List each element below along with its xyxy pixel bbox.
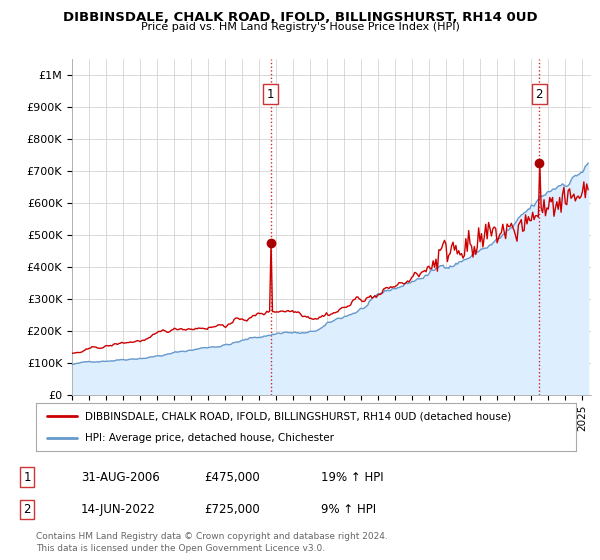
Text: 1: 1 — [23, 470, 31, 484]
Text: 14-JUN-2022: 14-JUN-2022 — [81, 503, 156, 516]
Text: 19% ↑ HPI: 19% ↑ HPI — [321, 470, 383, 484]
Text: DIBBINSDALE, CHALK ROAD, IFOLD, BILLINGSHURST, RH14 0UD (detached house): DIBBINSDALE, CHALK ROAD, IFOLD, BILLINGS… — [85, 411, 511, 421]
Text: 1: 1 — [267, 87, 274, 101]
Text: DIBBINSDALE, CHALK ROAD, IFOLD, BILLINGSHURST, RH14 0UD: DIBBINSDALE, CHALK ROAD, IFOLD, BILLINGS… — [62, 11, 538, 24]
Text: 2: 2 — [23, 503, 31, 516]
Text: £725,000: £725,000 — [204, 503, 260, 516]
Text: HPI: Average price, detached house, Chichester: HPI: Average price, detached house, Chic… — [85, 433, 334, 443]
Text: Contains HM Land Registry data © Crown copyright and database right 2024.
This d: Contains HM Land Registry data © Crown c… — [36, 533, 388, 553]
Text: 9% ↑ HPI: 9% ↑ HPI — [321, 503, 376, 516]
Text: Price paid vs. HM Land Registry's House Price Index (HPI): Price paid vs. HM Land Registry's House … — [140, 22, 460, 32]
Text: £475,000: £475,000 — [204, 470, 260, 484]
Text: 2: 2 — [535, 87, 543, 101]
Text: 31-AUG-2006: 31-AUG-2006 — [81, 470, 160, 484]
